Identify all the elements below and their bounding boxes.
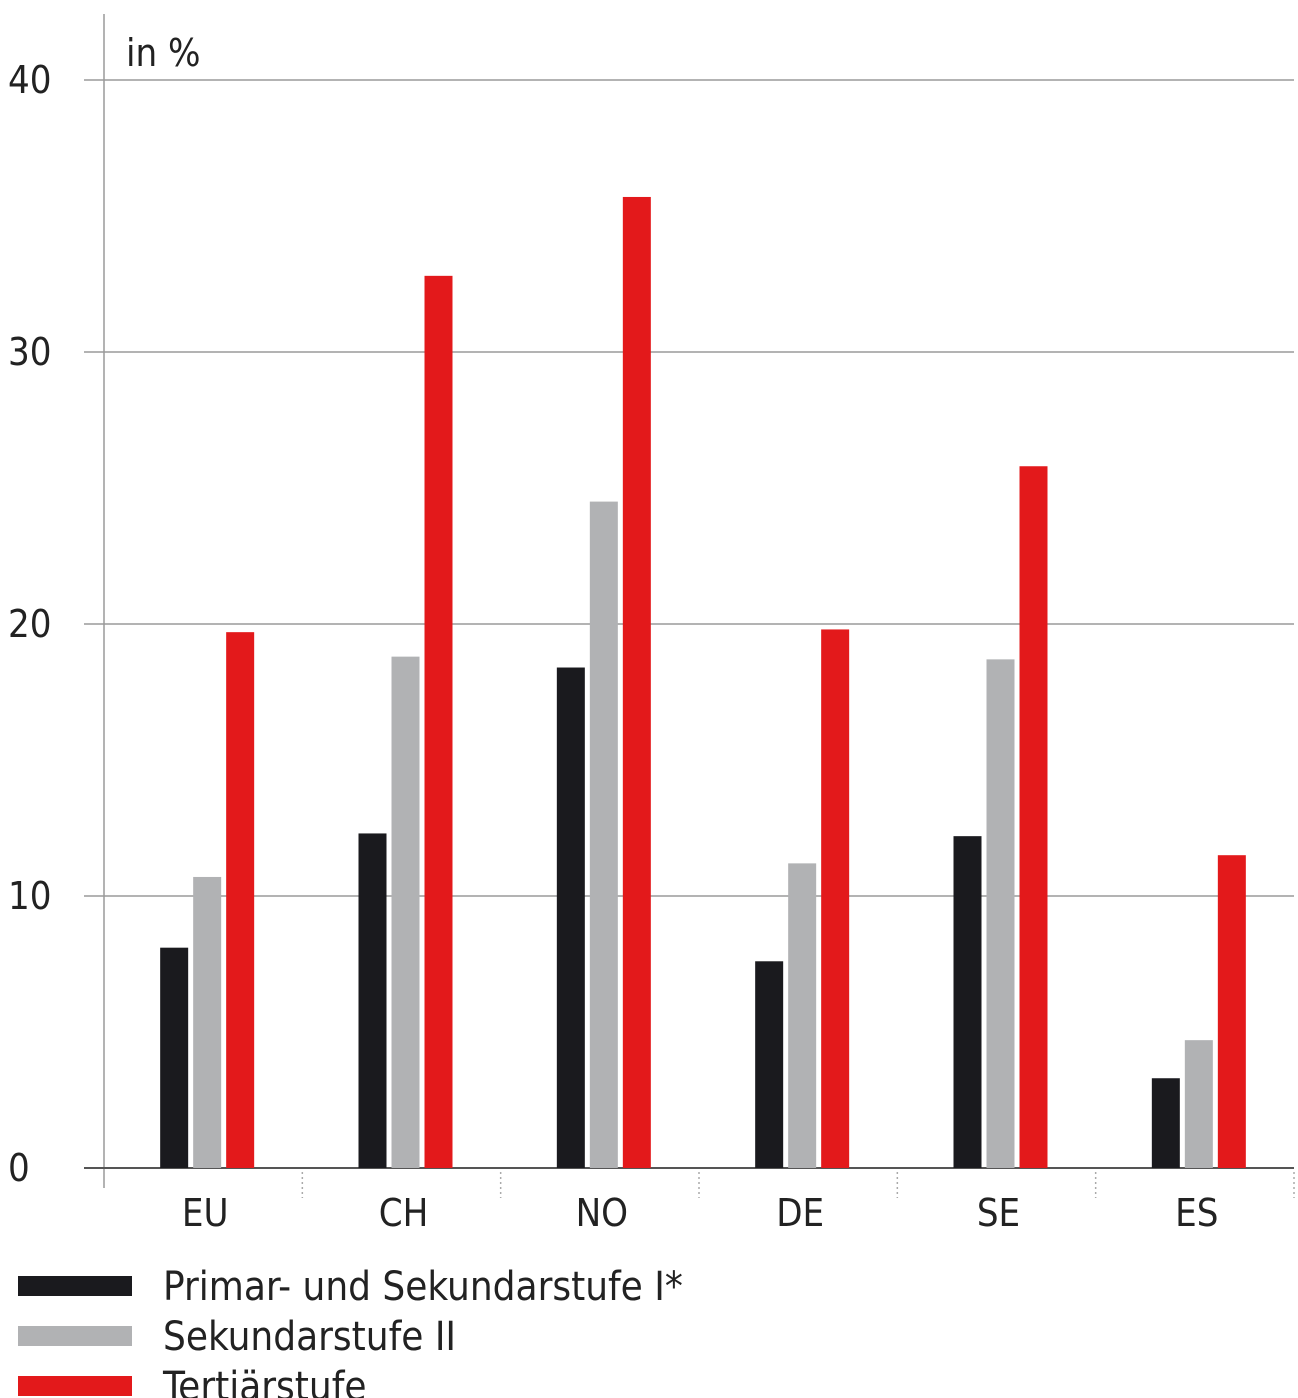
legend-swatch: [18, 1376, 132, 1396]
legend-label: Sekundarstufe II: [163, 1314, 456, 1360]
bars: [160, 196, 1246, 1169]
unit-label: in %: [126, 31, 201, 75]
bar-de-series-3: [821, 629, 850, 1168]
bar-ch-series-2: [391, 656, 420, 1168]
bar-se-series-3: [1019, 466, 1048, 1168]
gridlines: [84, 79, 1294, 897]
y-tick-label: 0: [8, 1146, 30, 1190]
x-tick-label: CH: [379, 1191, 429, 1235]
bar-eu-series-2: [193, 876, 222, 1168]
legend: Primar- und Sekundarstufe I*Sekundarstuf…: [18, 1264, 683, 1398]
bar-ch-series-3: [424, 275, 453, 1169]
x-tick-label: NO: [576, 1191, 628, 1235]
x-tick-label: ES: [1175, 1191, 1218, 1235]
legend-swatch: [18, 1326, 132, 1346]
y-tick-label: 10: [8, 874, 52, 918]
legend-swatch: [18, 1276, 132, 1296]
bar-no-series-1: [556, 667, 585, 1168]
y-tick-labels: 0 10 20 30 40: [8, 58, 52, 1190]
bar-es-series-1: [1151, 1078, 1180, 1168]
bar-ch-series-1: [358, 833, 387, 1168]
bar-es-series-3: [1217, 855, 1246, 1168]
y-tick-label: 20: [8, 602, 52, 646]
x-tick-label: EU: [182, 1191, 229, 1235]
bar-es-series-2: [1184, 1040, 1213, 1168]
x-tick-label: SE: [977, 1191, 1020, 1235]
x-tick-label: DE: [776, 1191, 824, 1235]
bar-se-series-2: [986, 659, 1015, 1168]
axes: [84, 14, 1295, 1198]
legend-label: Tertiärstufe: [162, 1364, 367, 1398]
bar-de-series-1: [755, 961, 784, 1168]
bar-eu-series-3: [226, 632, 255, 1168]
y-tick-label: 40: [8, 58, 52, 102]
x-tick-labels: EU CH NO DE SE ES: [182, 1191, 1219, 1235]
bar-no-series-3: [622, 196, 651, 1168]
y-tick-label: 30: [8, 330, 52, 374]
bar-de-series-2: [788, 863, 817, 1168]
bar-eu-series-1: [160, 947, 189, 1168]
bar-se-series-1: [953, 836, 982, 1168]
legend-label: Primar- und Sekundarstufe I*: [163, 1264, 683, 1310]
bar-no-series-2: [589, 501, 618, 1169]
